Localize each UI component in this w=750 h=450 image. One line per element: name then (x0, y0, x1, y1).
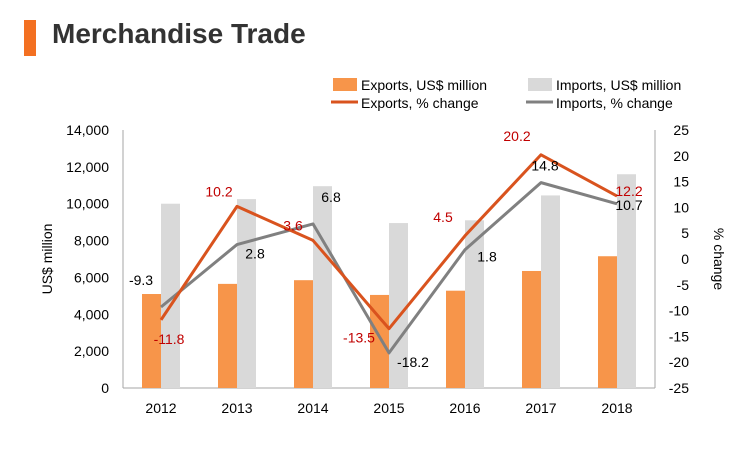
right-axis-tick-label: 15 (673, 174, 689, 190)
legend-label-exports-bar: Exports, US$ million (361, 77, 487, 93)
exports-bar (294, 280, 313, 388)
left-axis-tick-label: 6,000 (74, 269, 109, 285)
exports-bar (142, 294, 161, 388)
imports-pct-data-label: 10.7 (615, 197, 642, 213)
imports-pct-data-label: 2.8 (245, 246, 265, 262)
page-title: Merchandise Trade (52, 18, 306, 49)
imports-pct-data-label: -18.2 (397, 354, 429, 370)
x-axis-category-label: 2017 (525, 400, 556, 416)
exports-pct-data-label: -11.8 (154, 331, 185, 347)
left-axis-tick-label: 2,000 (74, 343, 109, 359)
chart-legend: Exports, US$ million Imports, US$ million… (331, 77, 681, 111)
exports-bar (522, 270, 541, 388)
chart-axes: 0 2,000 4,000 6,000 8,000 10,000 12,000 14,000 -… (39, 122, 727, 416)
data-labels-group: -11.8 10.2 3.6 -13.5 4.5 20.2 12.2 -9.3 2.8 6.8 -1… (129, 128, 643, 370)
imports-bar (237, 199, 256, 388)
legend-label-exports-line: Exports, % change (361, 95, 479, 111)
left-axis-title: US$ million (39, 224, 55, 295)
left-axis-tick-label: 0 (101, 380, 109, 396)
imports-pct-data-label: 14.8 (531, 158, 558, 174)
right-axis-tick-label: -10 (669, 303, 689, 319)
right-axis-tick-label: 25 (673, 122, 689, 138)
imports-bar (465, 220, 484, 388)
imports-pct-data-label: 1.8 (477, 249, 497, 265)
x-axis-category-label: 2016 (449, 400, 480, 416)
exports-bar (598, 256, 617, 388)
imports-pct-data-label: -9.3 (129, 272, 153, 288)
right-axis-tick-label: -25 (669, 380, 689, 396)
right-axis-tick-label: 10 (673, 199, 689, 215)
left-axis-tick-label: 10,000 (66, 196, 109, 212)
exports-bar (218, 283, 237, 388)
legend-label-imports-line: Imports, % change (556, 95, 673, 111)
right-axis-tick-label: 0 (681, 251, 689, 267)
left-axis-tick-label: 8,000 (74, 233, 109, 249)
imports-bar (161, 203, 180, 388)
right-axis-tick-label: -20 (669, 354, 689, 370)
left-axis-tick-label: 4,000 (74, 306, 109, 322)
x-axis-category-label: 2015 (373, 400, 404, 416)
legend-swatch-exports-bar (333, 78, 357, 91)
left-axis-tick-label: 14,000 (66, 122, 109, 138)
exports-pct-data-label: 4.5 (433, 209, 453, 225)
x-axis-category-label: 2013 (221, 400, 252, 416)
x-axis-category-label: 2014 (297, 400, 328, 416)
right-axis-tick-label: 5 (681, 225, 689, 241)
exports-pct-data-label: 3.6 (283, 217, 303, 233)
imports-pct-data-label: 6.8 (321, 189, 341, 205)
right-axis-tick-label: 20 (673, 148, 689, 164)
right-axis-tick-label: -15 (669, 328, 689, 344)
left-axis-tick-label: 12,000 (66, 159, 109, 175)
imports-bar (541, 195, 560, 388)
imports-bar (617, 174, 636, 388)
x-axis-category-label: 2018 (601, 400, 632, 416)
legend-swatch-imports-bar (528, 78, 552, 91)
right-axis-tick-label: -5 (677, 277, 690, 293)
line-series-group (159, 153, 618, 355)
exports-pct-data-label: 10.2 (205, 183, 232, 199)
legend-label-imports-bar: Imports, US$ million (556, 77, 681, 93)
exports-bar (446, 290, 465, 388)
exports-pct-line (159, 153, 618, 331)
exports-pct-data-label: 20.2 (503, 128, 530, 144)
exports-pct-data-label: 12.2 (615, 183, 642, 199)
right-axis-title: % change (711, 228, 727, 290)
bar-series-group (142, 174, 636, 388)
imports-bar (313, 186, 332, 388)
exports-bar (370, 294, 389, 388)
imports-pct-line (160, 181, 618, 355)
exports-pct-data-label: -13.5 (343, 330, 375, 346)
x-axis-category-label: 2012 (145, 400, 176, 416)
title-accent-bar (24, 20, 36, 56)
